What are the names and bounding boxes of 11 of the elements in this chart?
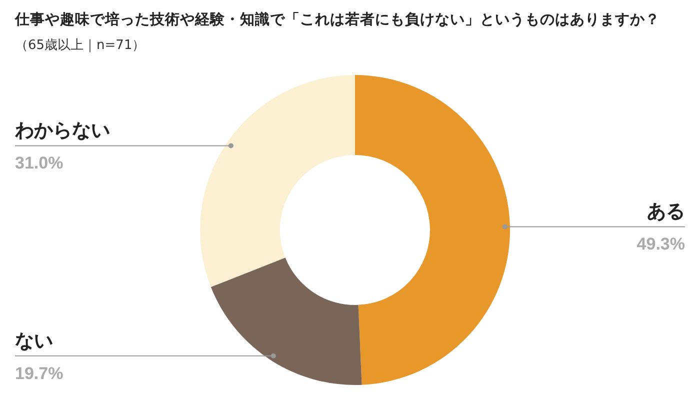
slice-label: ある (647, 200, 685, 223)
chart-title: 仕事や趣味で培った技術や経験・知識で「これは若者にも負けない」というものはありますか？ (15, 10, 660, 29)
chart-subtitle: （65歳以上｜n=71） (15, 37, 146, 54)
donut-slice (355, 75, 510, 385)
data-label: 19.7% (15, 364, 64, 383)
donut-slice (200, 75, 355, 288)
donut-slice (210, 258, 362, 385)
slice-label: ない (15, 330, 53, 352)
data-label: 31.0% (15, 154, 64, 173)
slice-label: わからない (14, 120, 110, 142)
data-label: 49.3% (636, 234, 685, 254)
